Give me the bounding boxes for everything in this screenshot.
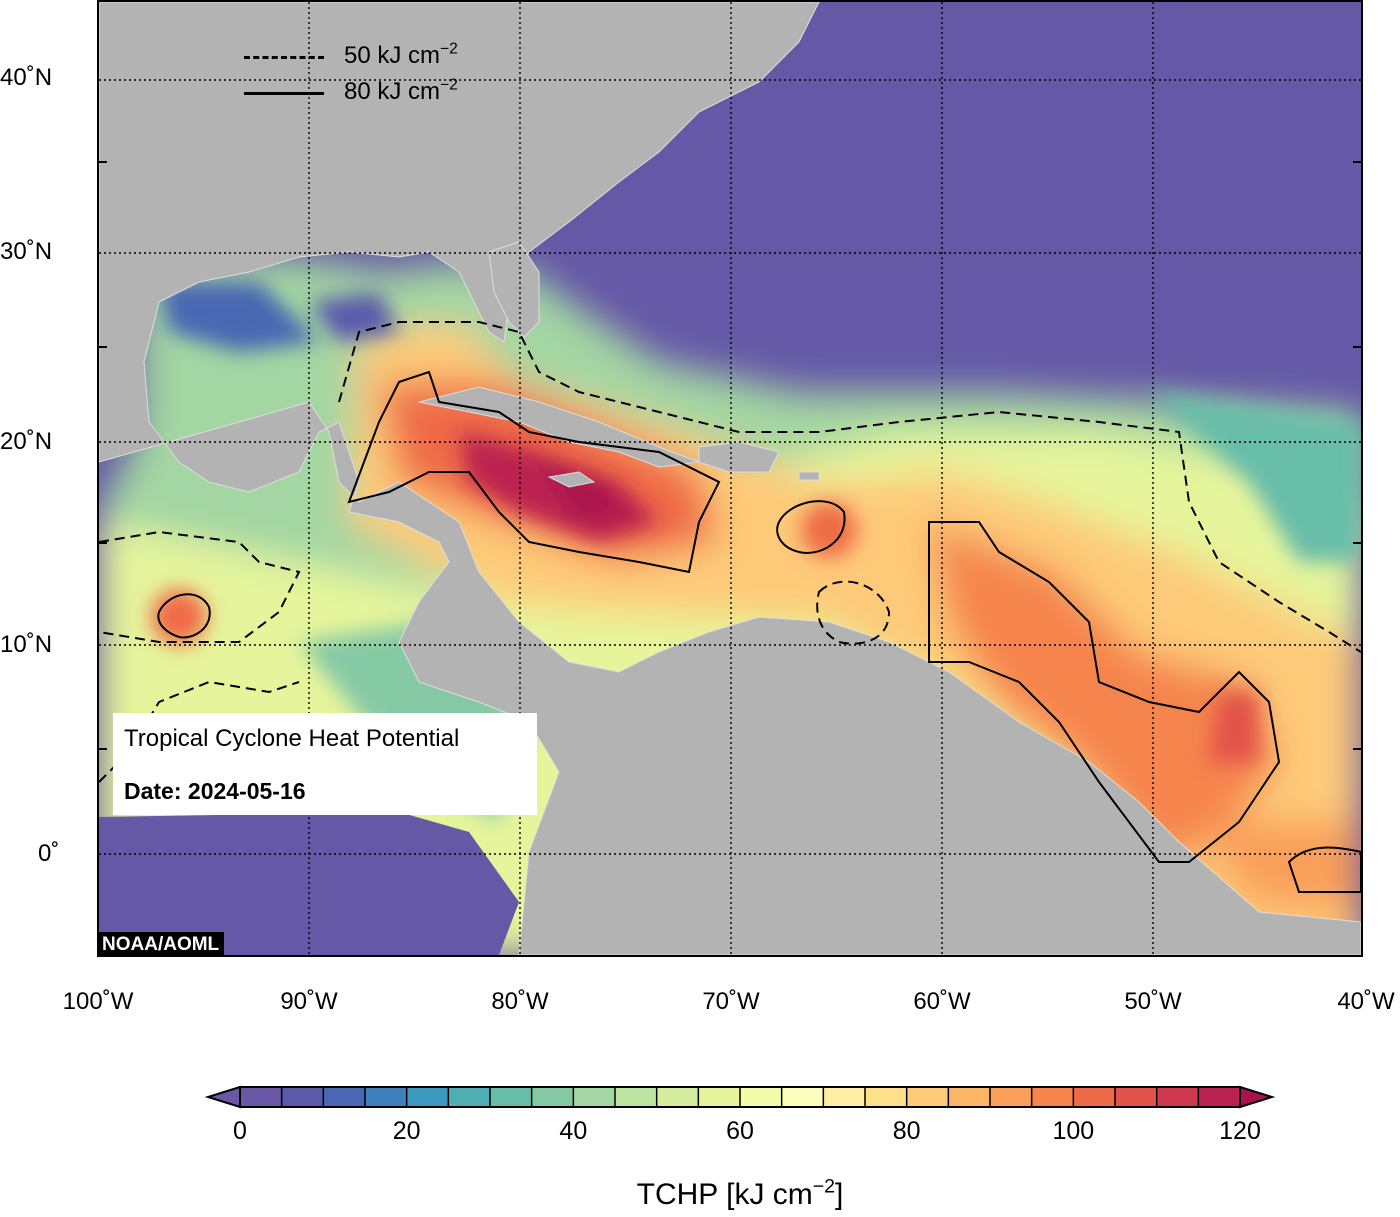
colorbar-tick-label: 80 (892, 1117, 921, 1145)
colorbar-tick-label: 60 (726, 1117, 754, 1145)
colorbar-tick-label: 120 (1219, 1117, 1261, 1145)
colorbar-tick-marks (280, 1087, 1200, 1107)
map-date: Date: 2024-05-16 (124, 778, 306, 804)
lat-label-40n: 40˚N (0, 64, 53, 91)
colorbar-segment (990, 1087, 1033, 1107)
colorbar-segment (281, 1087, 324, 1107)
lon-label-70w: 70˚W (702, 988, 760, 1015)
lon-label-60w: 60˚W (913, 988, 971, 1015)
colorbar-segment (365, 1087, 408, 1107)
colorbar-max-arrow (1239, 1085, 1276, 1109)
colorbar (204, 1085, 1276, 1109)
colorbar-segment (823, 1087, 866, 1107)
dashed-line-swatch (244, 56, 324, 59)
colorbar-tick-label: 20 (392, 1117, 421, 1145)
graticule (99, 2, 1361, 955)
colorbar-segment (948, 1087, 991, 1107)
lat-label-30n: 30˚N (0, 238, 53, 265)
lon-label-80w: 80˚W (491, 988, 549, 1015)
colorbar-segment (490, 1087, 533, 1107)
legend-solid-label: 80 kJ cm−2 (344, 76, 458, 105)
colorbar-segment (906, 1087, 949, 1107)
colorbar-segment (323, 1087, 366, 1107)
colorbar-segment (1073, 1087, 1116, 1107)
colorbar-segment (656, 1087, 699, 1107)
colorbar-tick-label: 0 (233, 1117, 247, 1145)
credit-badge: NOAA/AOML (97, 932, 225, 957)
colorbar-segment (1198, 1087, 1241, 1107)
map-ticks (99, 161, 1361, 750)
colorbar-tick-label: 100 (1052, 1117, 1095, 1145)
colorbar-segment (531, 1087, 574, 1107)
land (99, 2, 1361, 955)
colorbar-segment (1031, 1087, 1074, 1107)
lat-label-10n: 10˚N (0, 631, 53, 658)
colorbar-segment (698, 1087, 741, 1107)
solid-line-swatch (244, 92, 324, 95)
colorbar-segment (781, 1087, 824, 1107)
lon-label-50w: 50˚W (1124, 988, 1182, 1015)
lon-label-90w: 90˚W (280, 988, 338, 1015)
lat-label-20n: 20˚N (0, 428, 53, 455)
colorbar-segment (240, 1087, 283, 1107)
colorbar-segment (573, 1087, 616, 1107)
lon-label-40w: 40˚W (1337, 988, 1395, 1015)
colorbar-segment (406, 1087, 449, 1107)
lat-label-0: 0˚ (38, 840, 60, 867)
lon-label-100w: 100˚W (62, 988, 134, 1015)
info-box: Tropical Cyclone Heat Potential Date: 20… (113, 713, 537, 815)
legend-dashed-label: 50 kJ cm−2 (344, 40, 458, 69)
contour-80 (157, 370, 1361, 893)
colorbar-segment (1156, 1087, 1199, 1107)
map-title: Tropical Cyclone Heat Potential (124, 725, 460, 752)
colorbar-segment (1115, 1087, 1158, 1107)
colorbar-segment (865, 1087, 908, 1107)
colorbar-tick-label: 40 (559, 1117, 588, 1145)
colorbar-segment (448, 1087, 491, 1107)
colorbar-segment (615, 1087, 658, 1107)
colorbar-min-arrow (204, 1085, 241, 1109)
colorbar-segment (740, 1087, 783, 1107)
colorbar-title: TCHP [kJ cm−2] (636, 1175, 844, 1211)
